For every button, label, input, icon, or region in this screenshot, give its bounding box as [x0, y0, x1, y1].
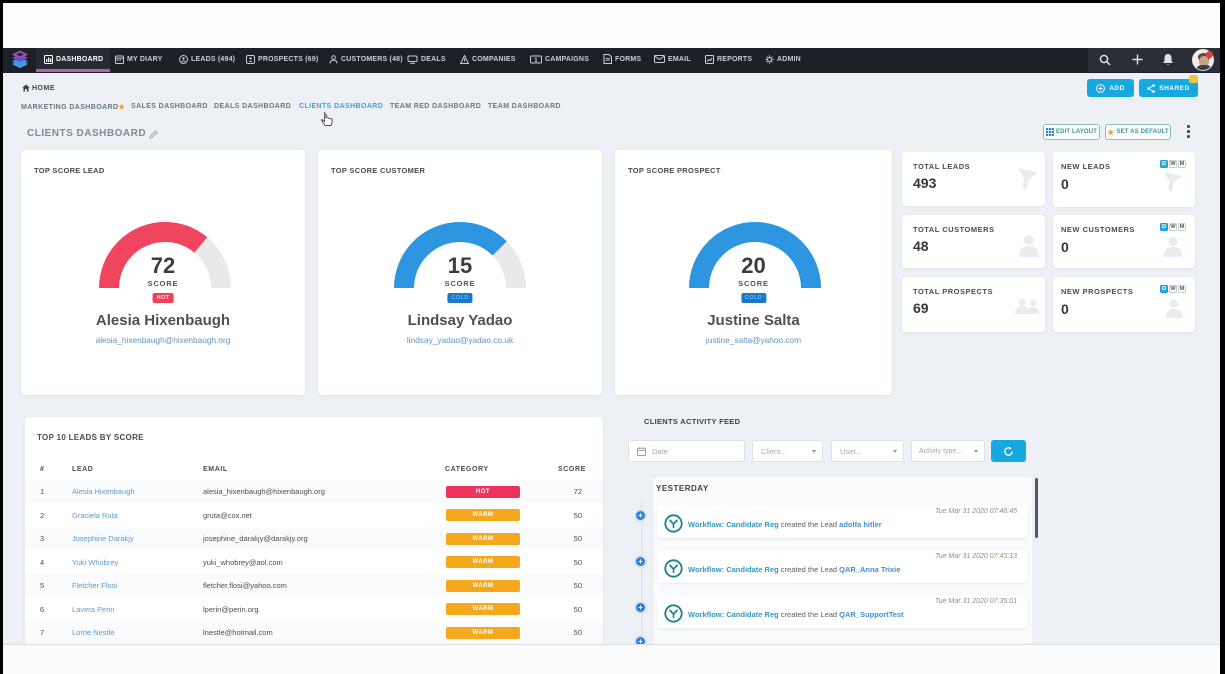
svg-text:+: + [1180, 235, 1183, 244]
svg-text:1: 1 [534, 57, 538, 63]
